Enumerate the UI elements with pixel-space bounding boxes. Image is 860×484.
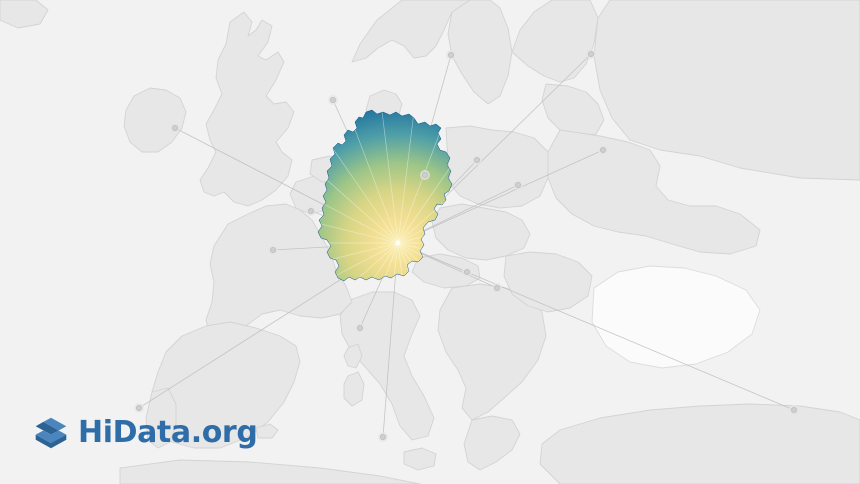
hub-node[interactable]: [395, 240, 401, 246]
land-finland: [511, 0, 599, 83]
land-austria: [411, 253, 481, 289]
land-russia-north: [593, 0, 860, 181]
land-sardinia: [343, 371, 365, 407]
city-node-madrid[interactable]: [135, 404, 142, 411]
land-corsica: [343, 343, 363, 369]
land-france: [205, 203, 353, 345]
germany-ray: [318, 110, 399, 244]
city-node-minsk[interactable]: [600, 146, 607, 153]
germany-ray: [318, 242, 399, 281]
brand-logo[interactable]: HiData.org: [33, 415, 258, 451]
germany-ray: [397, 110, 427, 244]
city-node-budapest[interactable]: [493, 284, 500, 291]
germany-ray: [397, 110, 452, 244]
land-belarus-ukraine: [547, 129, 761, 255]
germany-ray: [318, 242, 399, 281]
germany-ray: [369, 110, 399, 244]
city-node-dublin[interactable]: [171, 125, 178, 132]
land-portugal: [145, 387, 177, 449]
land-great-britain: [199, 11, 295, 207]
land-sicily: [403, 447, 437, 471]
city-node-north-sea[interactable]: [329, 97, 336, 104]
city-node-vienna[interactable]: [463, 268, 470, 275]
brand-wordmark: HiData.org: [78, 415, 258, 450]
germany-ray: [318, 110, 399, 244]
land-baltics: [541, 83, 605, 137]
land-spain: [149, 321, 301, 449]
germany-shape[interactable]: [317, 109, 453, 282]
city-node-milan[interactable]: [356, 324, 363, 331]
germany-ray: [318, 242, 399, 281]
land-north-africa: [119, 459, 421, 484]
city-node-riga[interactable]: [588, 51, 595, 58]
germany-ray: [397, 110, 452, 244]
germany-ray: [397, 110, 452, 244]
land-balearics: [255, 423, 279, 439]
land-greece: [463, 415, 521, 471]
hidata-z-mark-icon: [35, 417, 67, 449]
land-iceland: [0, 0, 49, 29]
city-node-brussels[interactable]: [307, 207, 314, 214]
city-node-paris[interactable]: [269, 246, 276, 253]
land-ireland: [123, 87, 187, 153]
land-central-europe: [431, 203, 531, 261]
city-node-warsaw[interactable]: [473, 156, 480, 163]
connection-line-minsk: [397, 149, 604, 244]
city-node-krakow[interactable]: [515, 181, 522, 188]
city-node-berlin[interactable]: [421, 171, 428, 178]
land-poland: [445, 125, 549, 209]
city-node-rome[interactable]: [379, 433, 386, 440]
city-nodes-group[interactable]: [134, 49, 799, 442]
land-turkey: [539, 403, 860, 484]
germany-ray: [318, 242, 399, 281]
connection-line-rome: [382, 242, 399, 438]
germany-ray: [318, 135, 399, 244]
city-node-ankara[interactable]: [791, 406, 798, 413]
city-node-stockholm[interactable]: [447, 52, 454, 59]
germany-ray: [318, 187, 399, 244]
